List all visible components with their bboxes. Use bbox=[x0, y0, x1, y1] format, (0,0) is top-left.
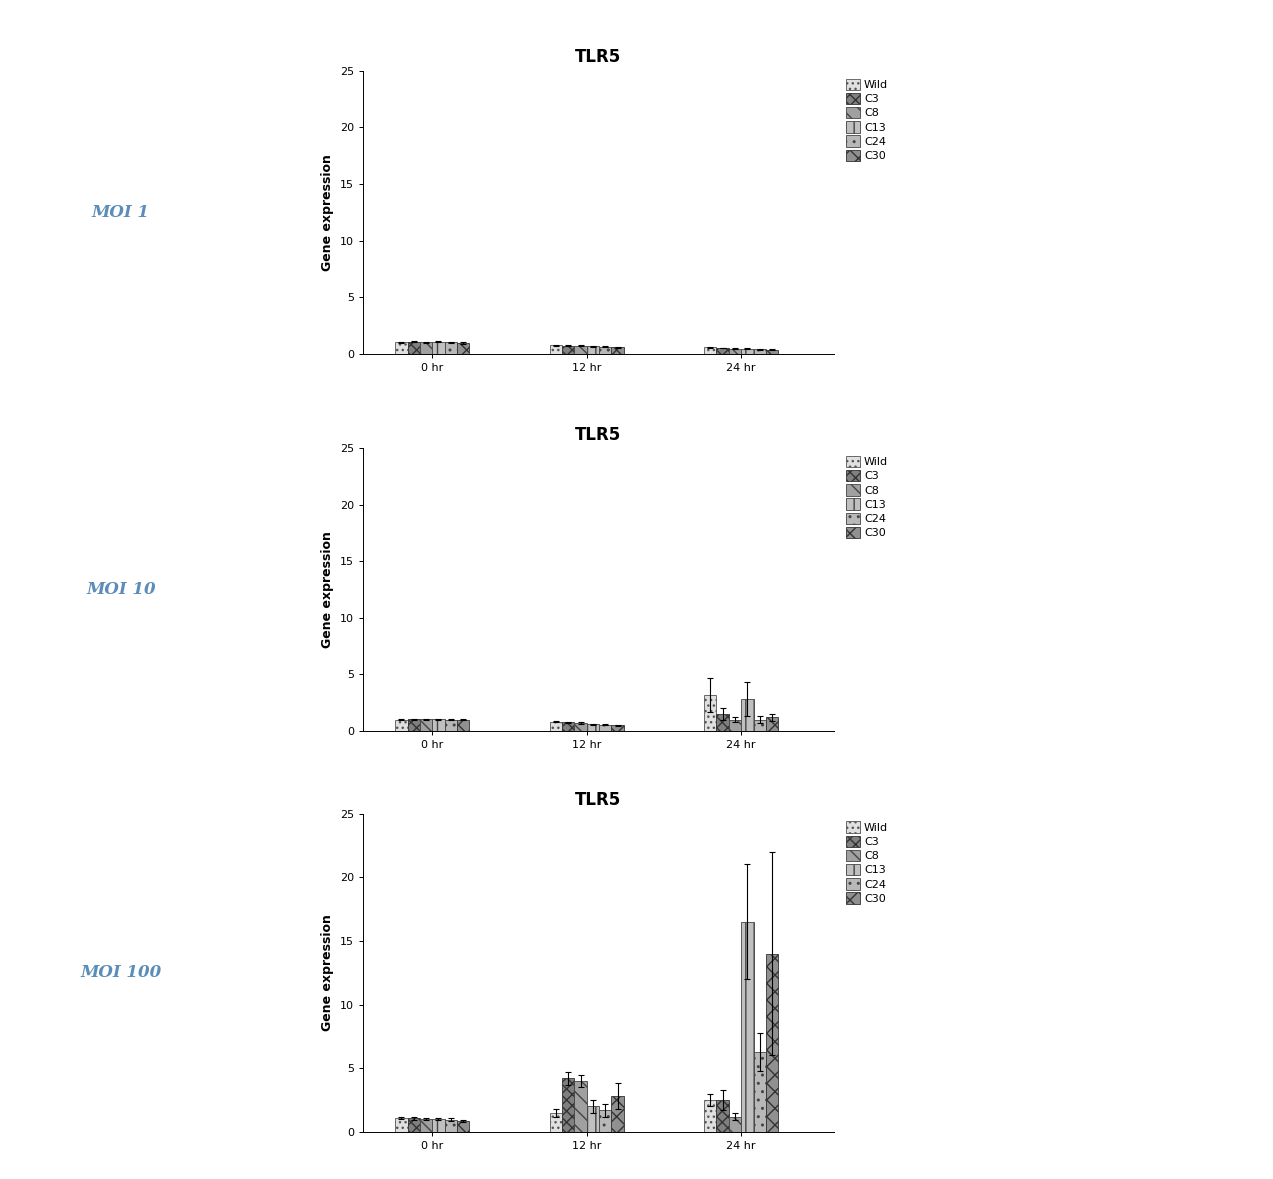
Bar bbox=[611, 348, 624, 354]
Bar bbox=[457, 1121, 470, 1132]
Bar bbox=[704, 1100, 717, 1132]
Legend: Wild, C3, C8, C13, C24, C30: Wild, C3, C8, C13, C24, C30 bbox=[844, 819, 890, 907]
Text: MOI 100: MOI 100 bbox=[80, 964, 162, 981]
Bar bbox=[717, 714, 729, 731]
Bar bbox=[574, 345, 587, 354]
Bar bbox=[457, 719, 470, 731]
Text: MOI 1: MOI 1 bbox=[92, 204, 150, 220]
Bar bbox=[717, 1100, 729, 1132]
Bar bbox=[395, 1118, 407, 1132]
Bar bbox=[729, 1117, 741, 1132]
Bar bbox=[444, 1120, 457, 1132]
Bar bbox=[766, 954, 778, 1132]
Bar bbox=[561, 345, 574, 354]
Bar bbox=[754, 349, 766, 354]
Bar bbox=[433, 719, 444, 731]
Bar bbox=[395, 342, 407, 354]
Bar bbox=[600, 725, 611, 731]
Legend: Wild, C3, C8, C13, C24, C30: Wild, C3, C8, C13, C24, C30 bbox=[844, 454, 890, 541]
Bar bbox=[420, 719, 433, 731]
Y-axis label: Gene expression: Gene expression bbox=[321, 153, 334, 271]
Y-axis label: Gene expression: Gene expression bbox=[321, 914, 334, 1032]
Bar bbox=[433, 342, 444, 354]
Bar bbox=[550, 1113, 561, 1132]
Legend: Wild, C3, C8, C13, C24, C30: Wild, C3, C8, C13, C24, C30 bbox=[844, 77, 890, 164]
Bar bbox=[574, 1081, 587, 1132]
Y-axis label: Gene expression: Gene expression bbox=[321, 531, 334, 648]
Bar bbox=[444, 719, 457, 731]
Bar bbox=[741, 699, 754, 731]
Bar bbox=[729, 719, 741, 731]
Bar bbox=[561, 1079, 574, 1132]
Bar bbox=[766, 717, 778, 731]
Bar bbox=[444, 342, 457, 354]
Title: TLR5: TLR5 bbox=[575, 48, 621, 66]
Bar bbox=[611, 725, 624, 731]
Bar bbox=[420, 1119, 433, 1132]
Bar bbox=[741, 922, 754, 1132]
Bar bbox=[457, 343, 470, 354]
Bar bbox=[754, 1052, 766, 1132]
Bar bbox=[587, 347, 600, 354]
Bar bbox=[754, 719, 766, 731]
Bar bbox=[704, 348, 717, 354]
Bar bbox=[407, 342, 420, 354]
Bar bbox=[561, 723, 574, 731]
Bar bbox=[433, 1119, 444, 1132]
Title: TLR5: TLR5 bbox=[575, 426, 621, 443]
Bar bbox=[729, 349, 741, 354]
Bar bbox=[600, 1111, 611, 1132]
Bar bbox=[574, 723, 587, 731]
Bar bbox=[550, 345, 561, 354]
Bar bbox=[766, 350, 778, 354]
Title: TLR5: TLR5 bbox=[575, 791, 621, 809]
Bar bbox=[611, 1096, 624, 1132]
Bar bbox=[704, 694, 717, 731]
Bar bbox=[420, 342, 433, 354]
Bar bbox=[407, 719, 420, 731]
Bar bbox=[600, 347, 611, 354]
Bar bbox=[741, 349, 754, 354]
Bar bbox=[587, 724, 600, 731]
Bar bbox=[587, 1106, 600, 1132]
Text: MOI 10: MOI 10 bbox=[87, 581, 155, 598]
Bar bbox=[407, 1119, 420, 1132]
Bar bbox=[550, 722, 561, 731]
Bar bbox=[395, 719, 407, 731]
Bar bbox=[717, 348, 729, 354]
